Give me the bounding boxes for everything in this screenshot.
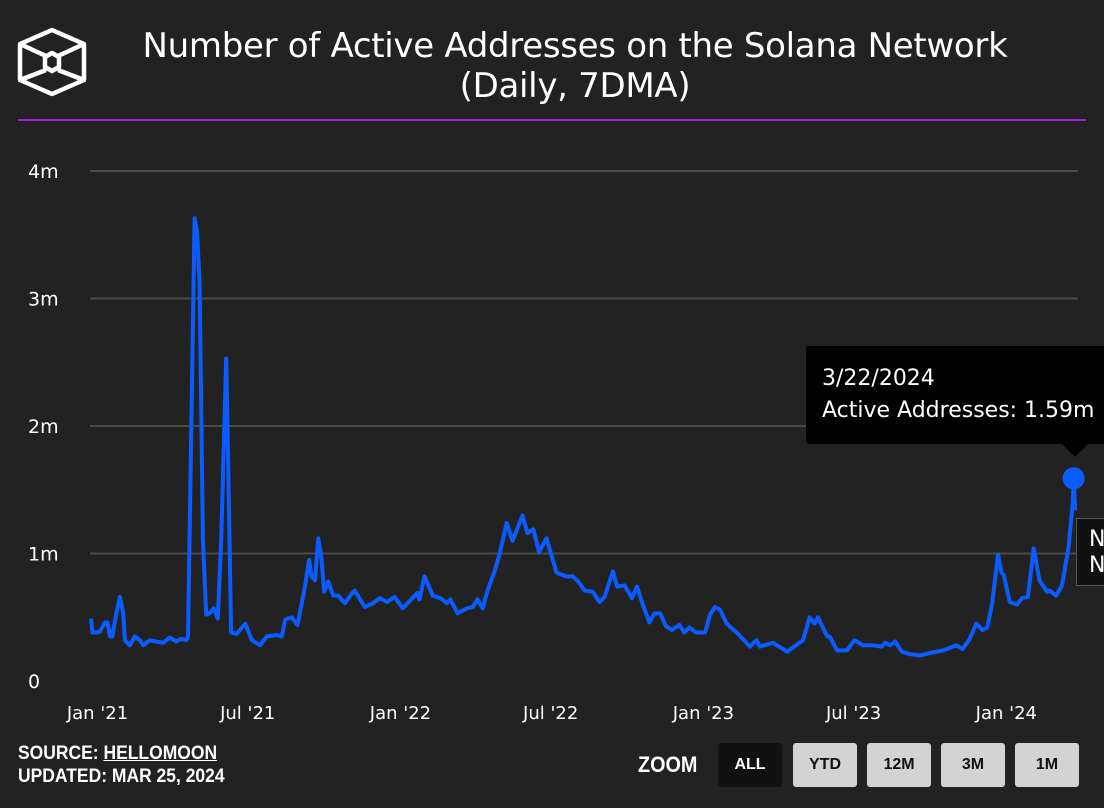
tooltip-value: Active Addresses: 1.59m (822, 398, 1095, 423)
zoom-3m-button[interactable]: 3M (941, 743, 1005, 787)
zoom-all-button[interactable]: ALL (718, 743, 782, 787)
y-tick-label: 1m (28, 544, 59, 566)
x-tick-label: Jan '22 (369, 703, 431, 724)
chart-title: Number of Active Addresses on the Solana… (100, 26, 1050, 106)
y-tick-label: 3m (28, 289, 59, 311)
x-tick-label: Jan '21 (66, 703, 128, 724)
title-line-1: Number of Active Addresses on the Solana… (142, 26, 1008, 66)
updated-date: MAR 25, 2024 (111, 766, 225, 787)
source-link[interactable]: HELLOMOON (103, 743, 218, 764)
x-tick-label: Jul '21 (219, 703, 275, 724)
zoom-12m-button[interactable]: 12M (867, 743, 931, 787)
x-tick-label: Jan '24 (975, 703, 1037, 724)
updated-label: UPDATED: (18, 766, 108, 787)
x-tick-label: Jan '23 (672, 703, 734, 724)
partial-tooltip: N N (1076, 518, 1104, 586)
highlight-marker (1062, 467, 1085, 490)
tooltip-arrow (1062, 444, 1088, 457)
partial-tooltip-line-2: N (1089, 553, 1104, 578)
tooltip-date: 3/22/2024 (822, 366, 935, 391)
zoom-label: ZOOM (638, 752, 698, 777)
zoom-ytd-button[interactable]: YTD (793, 743, 857, 787)
y-tick-label: 4m (28, 161, 59, 183)
partial-tooltip-line-1: N (1089, 527, 1104, 552)
series-line-active-addresses (88, 216, 1078, 658)
x-tick-label: Jul '22 (522, 703, 578, 724)
tooltip: 3/22/2024 Active Addresses: 1.59m (806, 346, 1104, 444)
zoom-1m-button[interactable]: 1M (1015, 743, 1079, 787)
x-tick-label: Jul '23 (825, 703, 881, 724)
cube-logo-icon (17, 27, 87, 97)
y-tick-label: 2m (28, 416, 59, 438)
source-block: SOURCE: HELLOMOON UPDATED: MAR 25, 2024 (18, 742, 225, 788)
source-label: SOURCE: (18, 743, 99, 764)
title-line-2: (Daily, 7DMA) (459, 66, 691, 106)
y-tick-label: 0 (28, 671, 40, 693)
title-divider (18, 119, 1086, 121)
